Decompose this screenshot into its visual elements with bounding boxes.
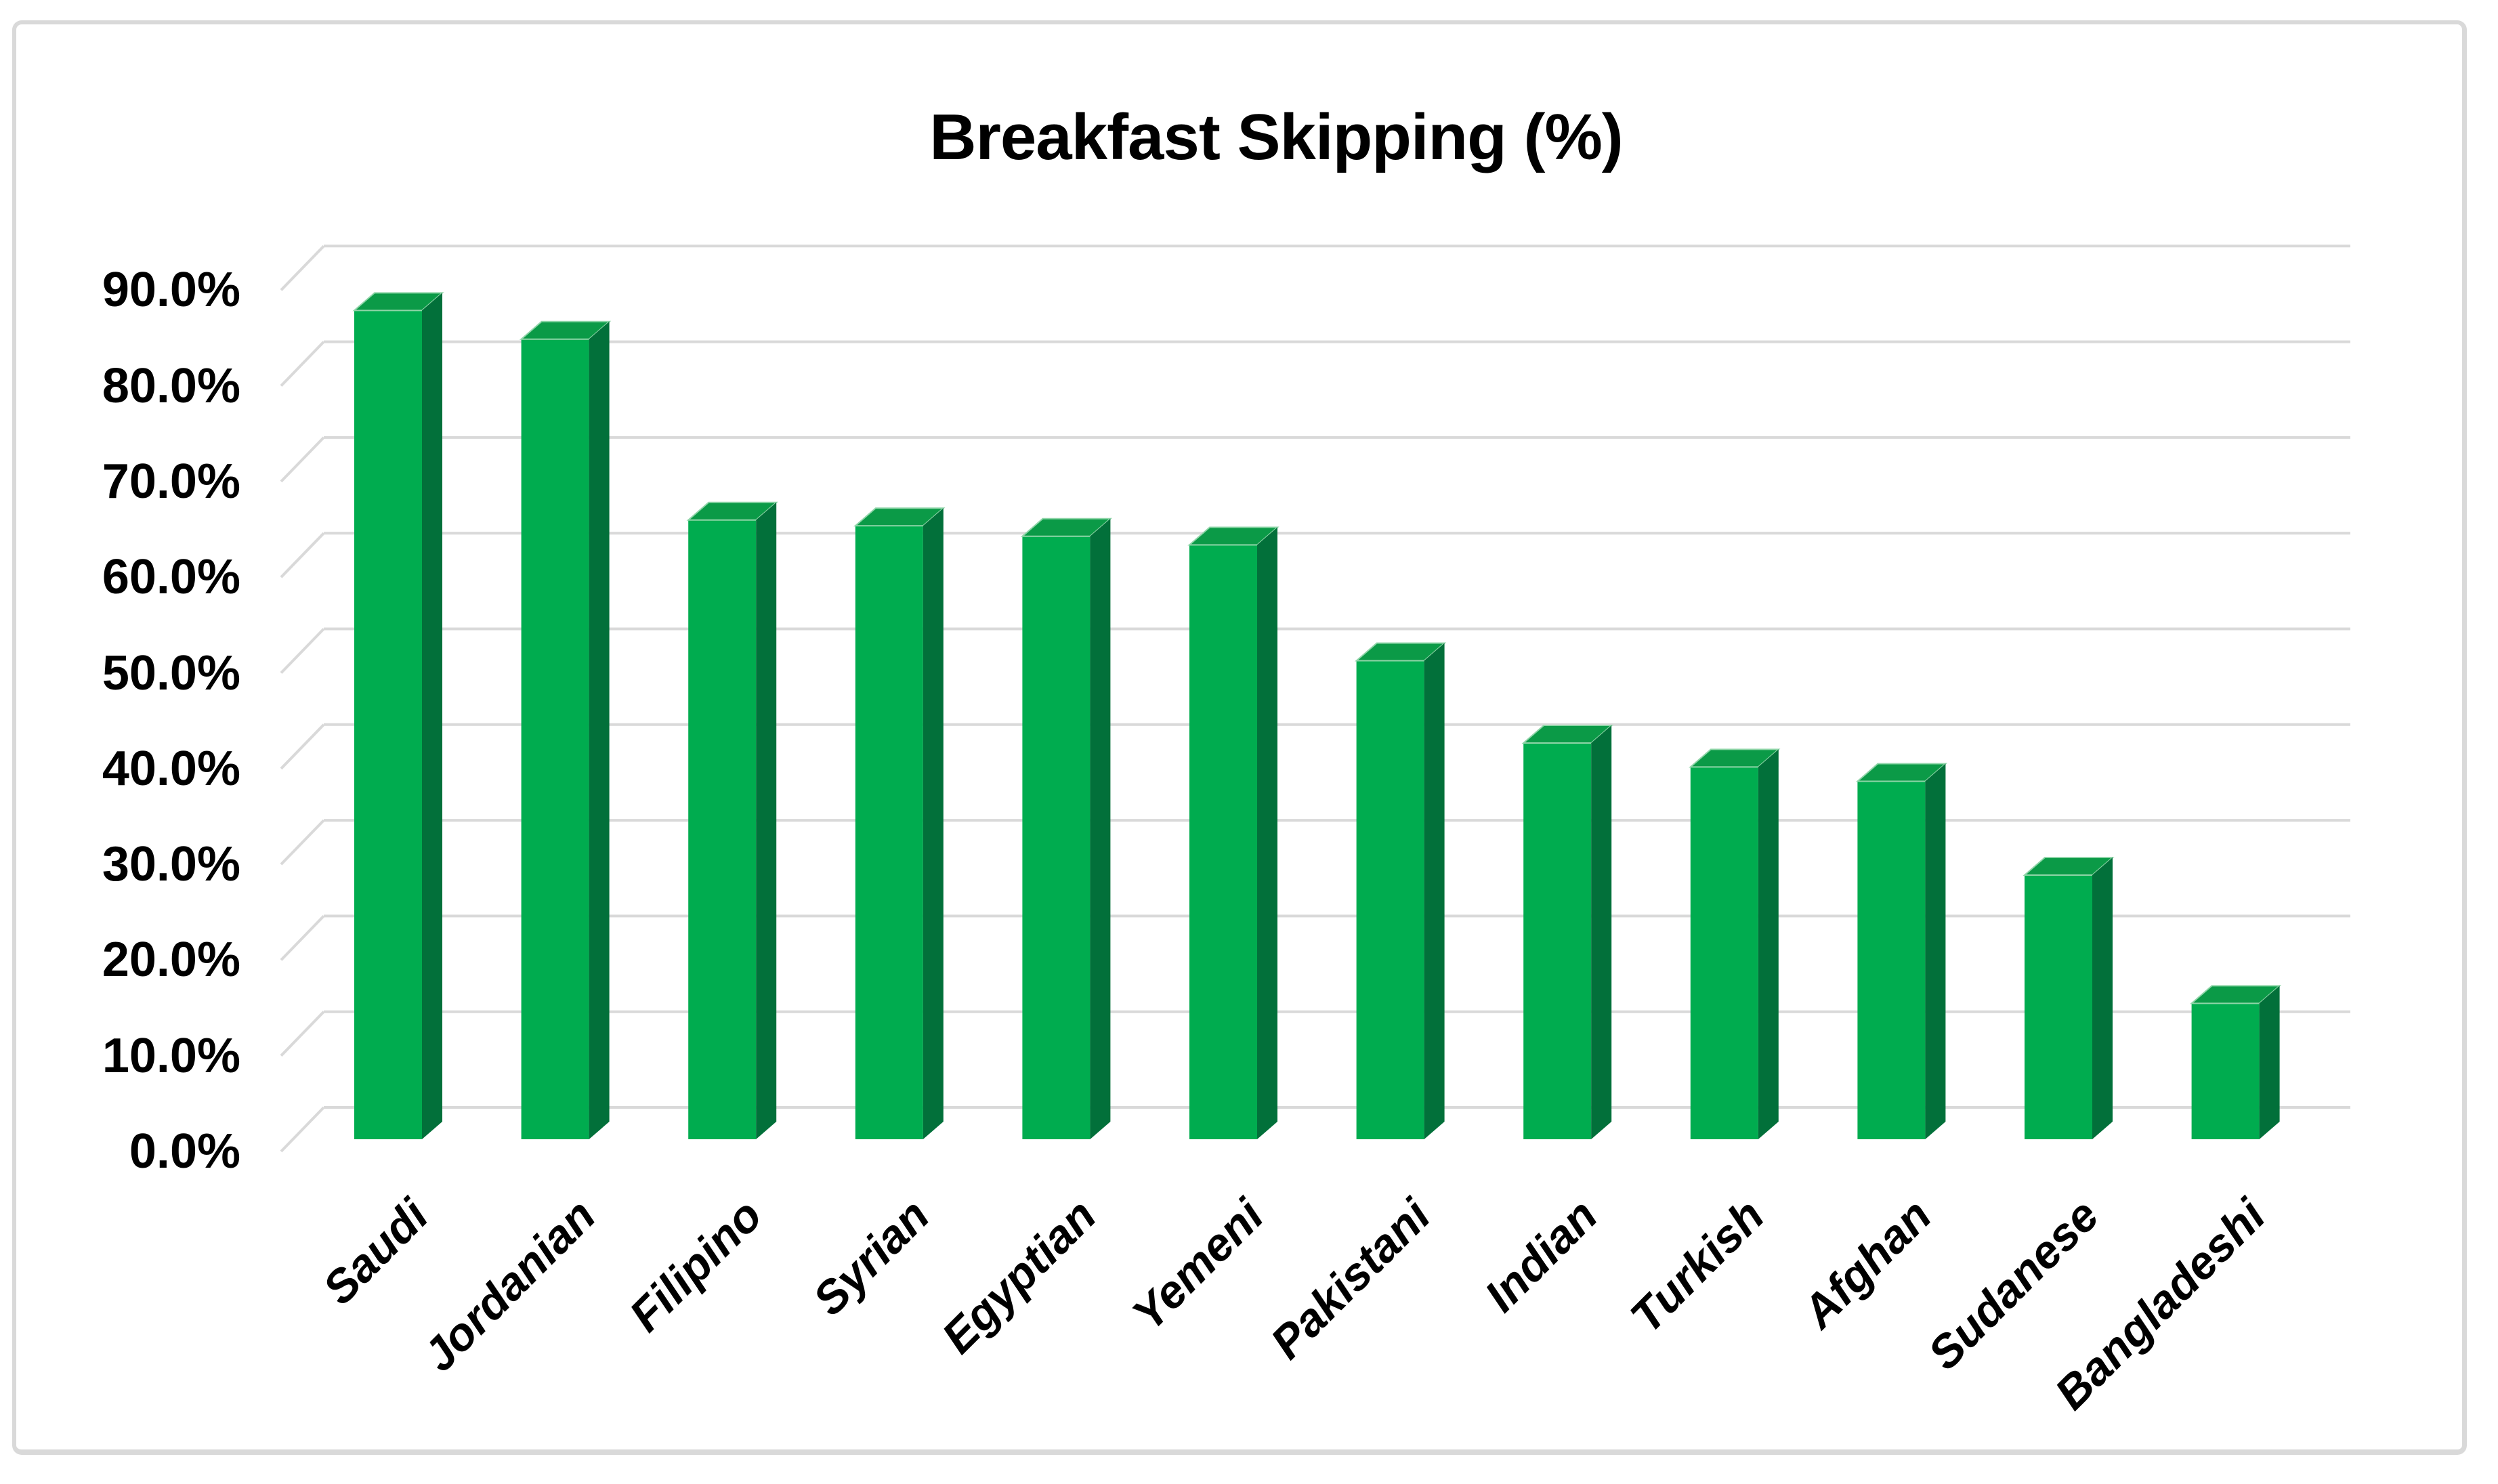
bar-side-face xyxy=(2259,985,2280,1139)
bar-side-face xyxy=(1591,725,1612,1139)
bar-front-face xyxy=(1523,743,1592,1139)
y-tick-label: 30.0% xyxy=(102,837,240,892)
bar-front-face xyxy=(521,339,589,1140)
y-tick-label: 80.0% xyxy=(102,358,240,413)
bar-front-face xyxy=(2191,1003,2260,1139)
y-tick-label: 40.0% xyxy=(102,741,240,796)
bar-front-face xyxy=(1356,660,1424,1139)
chart-title: Breakfast Skipping (%) xyxy=(929,101,1624,173)
bar-side-face xyxy=(1257,527,1277,1139)
y-tick-label: 60.0% xyxy=(102,550,240,605)
gridline-wall-diagonal xyxy=(280,532,325,578)
y-tick-label: 20.0% xyxy=(102,933,240,988)
gridline-wall-diagonal xyxy=(280,628,325,674)
y-tick-label: 50.0% xyxy=(102,645,240,700)
bar-side-face xyxy=(1424,643,1445,1139)
bar-front-face xyxy=(688,520,757,1139)
gridline-wall-diagonal xyxy=(280,819,325,866)
bar-front-face xyxy=(1857,781,1926,1139)
bar-side-face xyxy=(2092,857,2113,1139)
bar-side-face xyxy=(923,508,944,1139)
bar-front-face xyxy=(855,526,923,1139)
gridline-wall-diagonal xyxy=(280,915,325,961)
bar-side-face xyxy=(1925,763,1946,1139)
bar-side-face xyxy=(756,502,777,1139)
gridline-wall-diagonal xyxy=(280,436,325,483)
bar-side-face xyxy=(422,293,442,1139)
y-tick-label: 90.0% xyxy=(102,263,240,318)
bar-side-face xyxy=(589,321,610,1140)
bar-front-face xyxy=(2025,875,2092,1139)
bar-side-face xyxy=(1758,749,1779,1139)
bar-front-face xyxy=(354,310,422,1139)
bar-front-face xyxy=(1022,536,1091,1139)
y-tick-label: 10.0% xyxy=(102,1028,240,1083)
bar-side-face xyxy=(1090,518,1111,1139)
gridline-wall-diagonal xyxy=(280,245,325,291)
gridline-wall-diagonal xyxy=(280,341,325,387)
y-tick-label: 70.0% xyxy=(102,454,240,509)
y-tick-label: 0.0% xyxy=(129,1124,240,1179)
bar-front-face xyxy=(1690,767,1758,1139)
gridline-wall-diagonal xyxy=(280,1011,325,1057)
gridline-wall-diagonal xyxy=(280,723,325,770)
bar-front-face xyxy=(1189,545,1257,1139)
gridline-wall-diagonal xyxy=(280,1106,325,1153)
